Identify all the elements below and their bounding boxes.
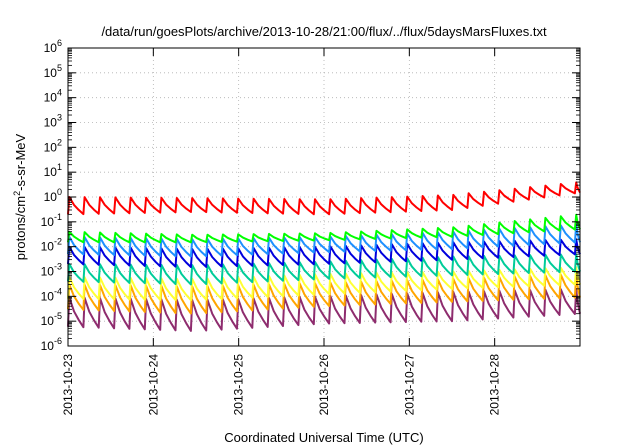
y-tick-exponent: -3 <box>54 262 62 272</box>
y-tick-label: 106 <box>44 38 62 55</box>
y-tick-label: 10-6 <box>41 336 62 353</box>
y-tick-exponent: -5 <box>54 311 62 321</box>
x-tick-label: 2013-10-26 <box>317 354 331 416</box>
x-tick-label: 2013-10-23 <box>61 354 75 416</box>
x-tick-label: 2013-10-27 <box>402 354 416 416</box>
y-tick-base: 10 <box>44 91 58 105</box>
axis-ticks <box>67 47 580 347</box>
y-tick-label: 104 <box>44 88 62 105</box>
y-tick-label: 10-5 <box>41 311 62 328</box>
y-tick-exponent: -4 <box>54 286 62 296</box>
series-line-4 <box>67 253 581 286</box>
y-tick-base: 10 <box>44 41 58 55</box>
x-axis-label: Coordinated Universal Time (UTC) <box>224 430 423 445</box>
y-tick-label: 10-2 <box>41 237 62 254</box>
series-line-3 <box>67 266 581 302</box>
series-line-8 <box>67 181 581 216</box>
y-tick-base: 10 <box>41 289 55 303</box>
y-tick-labels: 10-610-510-410-310-210-11001011021031041… <box>41 38 62 353</box>
y-tick-label: 10-3 <box>41 262 62 279</box>
y-tick-exponent: -6 <box>54 336 62 346</box>
y-tick-base: 10 <box>41 215 55 229</box>
y-tick-exponent: -1 <box>54 212 62 222</box>
y-tick-base: 10 <box>41 314 55 328</box>
y-tick-exponent: 5 <box>57 63 62 73</box>
series-line-5 <box>67 238 581 268</box>
series-line-6 <box>67 223 581 258</box>
x-tick-labels: 2013-10-23 2013-10-24 2013-10-25 2013-10-26… <box>61 354 502 416</box>
y-axis-label-rest: -s-sr-MeV <box>13 133 28 190</box>
y-axis-label: protons/cm2-s-sr-MeV <box>12 133 28 260</box>
series-line-1 <box>67 288 581 332</box>
x-tick-label: 2013-10-28 <box>488 354 502 416</box>
y-tick-exponent: 6 <box>57 38 62 48</box>
y-axis-label-main: protons/cm <box>13 196 28 260</box>
y-tick-base: 10 <box>41 265 55 279</box>
series-line-2 <box>67 273 581 315</box>
y-tick-base: 10 <box>44 116 58 130</box>
y-tick-base: 10 <box>41 240 55 254</box>
y-tick-label: 102 <box>44 137 62 154</box>
y-tick-base: 10 <box>41 339 55 353</box>
y-tick-label: 10-1 <box>41 212 62 229</box>
y-tick-base: 10 <box>44 190 58 204</box>
y-tick-exponent: 3 <box>57 113 62 123</box>
y-tick-label: 101 <box>44 162 62 179</box>
y-tick-exponent: 0 <box>57 187 62 197</box>
chart-title: /data/run/goesPlots/archive/2013-10-28/2… <box>101 24 547 39</box>
y-tick-label: 103 <box>44 113 62 130</box>
y-tick-label: 10-4 <box>41 286 62 303</box>
y-tick-exponent: 2 <box>57 137 62 147</box>
y-tick-label: 100 <box>44 187 62 204</box>
y-tick-base: 10 <box>44 66 58 80</box>
y-tick-base: 10 <box>44 165 58 179</box>
y-tick-exponent: -2 <box>54 237 62 247</box>
y-axis-label-superscript: 2 <box>12 191 22 196</box>
y-tick-exponent: 1 <box>57 162 62 172</box>
series-line-7 <box>67 213 581 244</box>
x-tick-label: 2013-10-24 <box>146 354 160 416</box>
y-tick-base: 10 <box>44 140 58 154</box>
series-layer <box>67 181 581 332</box>
y-tick-exponent: 4 <box>57 88 62 98</box>
y-tick-label: 105 <box>44 63 62 80</box>
x-tick-label: 2013-10-25 <box>232 354 246 416</box>
